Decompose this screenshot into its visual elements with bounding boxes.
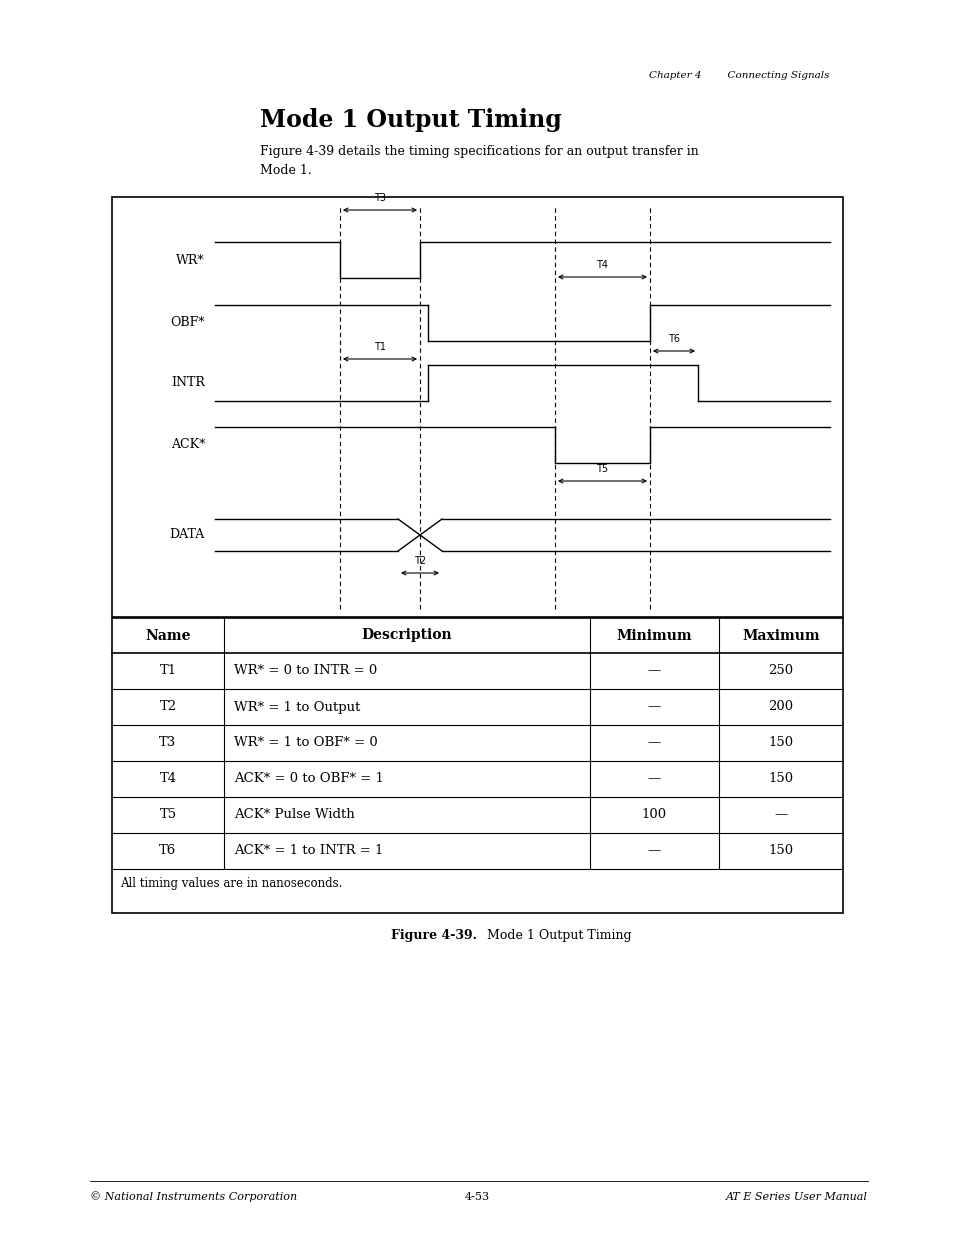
- Text: ACK* Pulse Width: ACK* Pulse Width: [233, 809, 355, 821]
- Text: 150: 150: [767, 845, 793, 857]
- Text: —: —: [647, 736, 660, 750]
- Text: ACK* = 1 to INTR = 1: ACK* = 1 to INTR = 1: [233, 845, 383, 857]
- Text: 200: 200: [767, 700, 793, 714]
- Text: INTR: INTR: [171, 377, 205, 389]
- Text: T5: T5: [159, 809, 176, 821]
- Text: 4-53: 4-53: [464, 1192, 489, 1202]
- Text: Description: Description: [361, 629, 452, 642]
- Text: T6: T6: [159, 845, 176, 857]
- Text: AT E Series User Manual: AT E Series User Manual: [725, 1192, 867, 1202]
- Text: ACK* = 0 to OBF* = 1: ACK* = 0 to OBF* = 1: [233, 773, 383, 785]
- Text: T3: T3: [374, 193, 386, 203]
- Text: OBF*: OBF*: [171, 316, 205, 330]
- Text: WR* = 0 to INTR = 0: WR* = 0 to INTR = 0: [233, 664, 376, 678]
- Text: Mode 1 Output Timing: Mode 1 Output Timing: [478, 929, 631, 941]
- Text: T4: T4: [596, 261, 608, 270]
- Text: —: —: [647, 773, 660, 785]
- Text: 150: 150: [767, 736, 793, 750]
- Text: Chapter 4        Connecting Signals: Chapter 4 Connecting Signals: [649, 70, 829, 79]
- Text: Mode 1.: Mode 1.: [260, 163, 312, 177]
- Text: Name: Name: [145, 629, 191, 642]
- Text: 250: 250: [767, 664, 793, 678]
- Text: All timing values are in nanoseconds.: All timing values are in nanoseconds.: [120, 877, 342, 889]
- Bar: [112, 618, 842, 913]
- Text: Mode 1 Output Timing: Mode 1 Output Timing: [260, 107, 561, 132]
- Text: WR* = 1 to OBF* = 0: WR* = 1 to OBF* = 0: [233, 736, 377, 750]
- Text: —: —: [647, 664, 660, 678]
- Text: T2: T2: [159, 700, 176, 714]
- Text: —: —: [647, 700, 660, 714]
- Bar: [112, 198, 842, 618]
- Text: 150: 150: [767, 773, 793, 785]
- Text: T5: T5: [596, 464, 608, 474]
- Text: T2: T2: [414, 556, 426, 566]
- Text: Figure 4-39 details the timing specifications for an output transfer in: Figure 4-39 details the timing specifica…: [260, 146, 698, 158]
- Text: T3: T3: [159, 736, 176, 750]
- Text: T1: T1: [159, 664, 176, 678]
- Text: T6: T6: [667, 333, 679, 345]
- Text: T4: T4: [159, 773, 176, 785]
- Text: Figure 4-39.: Figure 4-39.: [391, 929, 476, 941]
- Text: DATA: DATA: [170, 529, 205, 541]
- Text: ACK*: ACK*: [171, 438, 205, 452]
- Text: T1: T1: [374, 342, 386, 352]
- Text: © National Instruments Corporation: © National Instruments Corporation: [90, 1192, 296, 1203]
- Text: —: —: [647, 845, 660, 857]
- Text: —: —: [774, 809, 787, 821]
- Text: WR* = 1 to Output: WR* = 1 to Output: [233, 700, 360, 714]
- Text: Minimum: Minimum: [616, 629, 692, 642]
- Text: Maximum: Maximum: [741, 629, 819, 642]
- Text: WR*: WR*: [176, 253, 205, 267]
- Text: 100: 100: [641, 809, 666, 821]
